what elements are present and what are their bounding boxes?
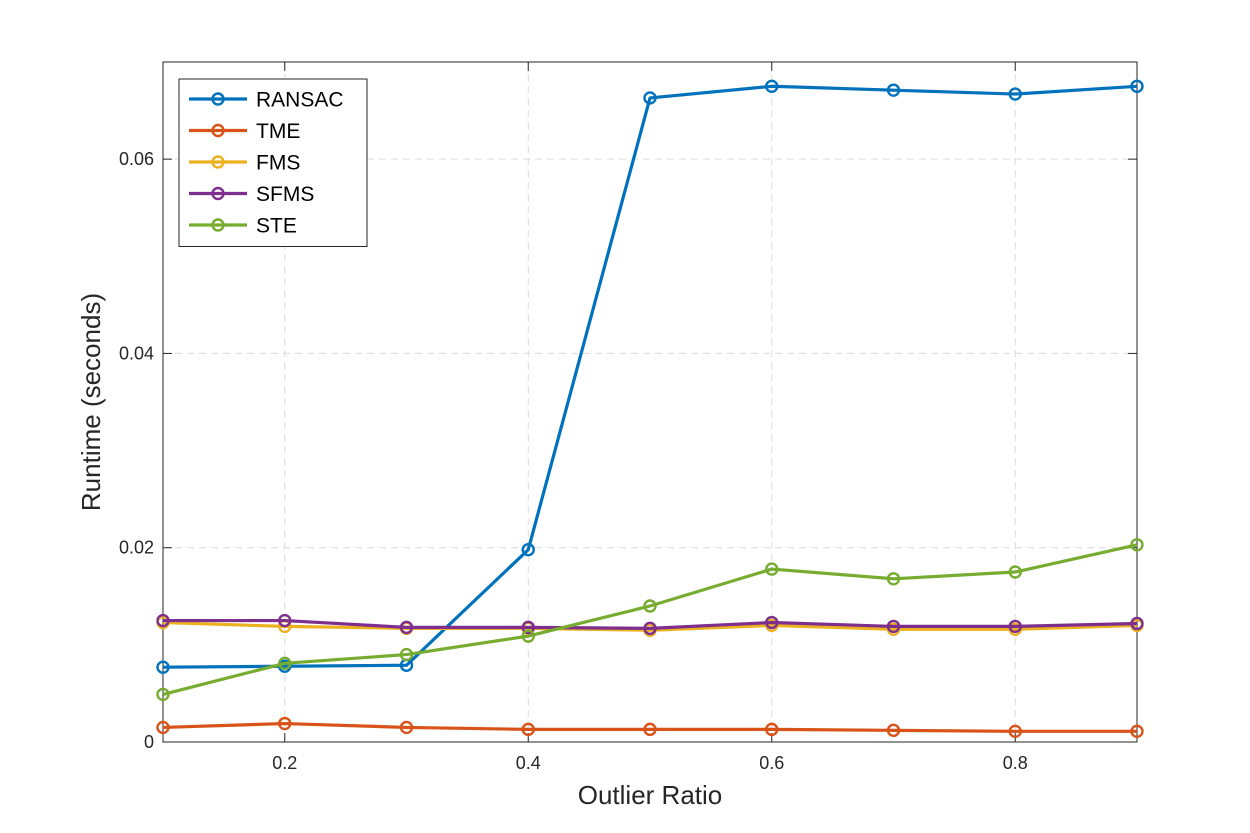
data-point-sfms <box>765 615 779 630</box>
data-point-tme <box>643 722 657 737</box>
legend-swatch-marker <box>211 155 225 169</box>
x-tick-label: 0.8 <box>1003 753 1028 773</box>
data-point-ransac <box>886 83 901 97</box>
data-point-ste <box>399 647 414 662</box>
data-point-sfms <box>278 613 292 628</box>
legend-label: STE <box>256 215 297 238</box>
data-point-ransac <box>1130 79 1144 93</box>
legend-item-sfms: SFMS <box>189 183 314 206</box>
data-point-ransac <box>643 91 657 105</box>
data-point-sfms <box>1008 619 1022 634</box>
data-point-ste <box>521 629 535 643</box>
x-axis-title: Outlier Ratio <box>578 780 723 810</box>
x-tick-label: 0.2 <box>272 753 297 773</box>
data-point-tme <box>156 720 170 735</box>
series-lines <box>156 79 1144 739</box>
data-point-ste <box>278 656 292 671</box>
data-point-ste <box>156 687 170 702</box>
data-point-sfms <box>886 619 901 634</box>
series-sfms <box>156 613 1144 636</box>
legend-swatch-marker <box>211 92 225 106</box>
series-tme <box>156 716 1144 739</box>
data-point-ste <box>643 599 657 613</box>
legend-item-ste: STE <box>189 215 297 238</box>
y-axis-title: Runtime (seconds) <box>76 293 106 511</box>
legend-label: FMS <box>256 152 300 175</box>
legend: RANSAC TME FMS SFMS STE <box>178 78 368 247</box>
x-tick-label: 0.6 <box>759 753 784 773</box>
legend-label: TME <box>256 120 300 143</box>
y-tick-label: 0.04 <box>119 343 154 363</box>
data-point-sfms <box>156 613 170 628</box>
data-point-ste <box>1130 538 1144 552</box>
legend-label: SFMS <box>256 183 314 206</box>
legend-item-fms: FMS <box>189 152 300 175</box>
y-tick-label: 0 <box>144 732 154 752</box>
legend-swatch-marker <box>211 186 225 201</box>
series-line-tme <box>162 721 1137 733</box>
legend-swatch-marker <box>211 123 225 138</box>
series-line-ransac <box>162 84 1138 669</box>
series-line-sfms <box>163 618 1138 630</box>
data-point-sfms <box>1130 616 1144 631</box>
data-point-tme <box>399 720 414 735</box>
data-point-sfms <box>643 621 657 636</box>
data-point-ste <box>886 572 901 586</box>
legend-item-ransac: RANSAC <box>189 89 344 112</box>
data-point-tme <box>278 716 292 731</box>
data-point-tme <box>765 722 779 737</box>
data-point-ransac <box>156 660 170 674</box>
data-point-ransac <box>1008 87 1022 101</box>
plot-frame <box>162 61 1138 743</box>
data-point-ste <box>1008 565 1022 579</box>
data-point-tme <box>886 723 901 738</box>
series-line-fms <box>162 620 1138 632</box>
legend-label: RANSAC <box>256 89 344 112</box>
series-line-ste <box>162 543 1138 696</box>
data-point-ste <box>765 562 779 576</box>
data-point-ransac <box>765 79 779 93</box>
legend-item-tme: TME <box>189 120 300 143</box>
legend-swatch-marker <box>211 218 225 232</box>
axis-ticks: 0.2 0.4 0.6 0.8 0 0.02 0.04 0.06 <box>119 62 1137 773</box>
data-point-tme <box>1130 724 1144 739</box>
data-point-tme <box>1008 724 1022 739</box>
data-point-ransac <box>521 542 535 557</box>
data-point-sfms <box>399 620 414 635</box>
y-tick-label: 0.06 <box>119 149 154 169</box>
series-ste <box>156 538 1144 702</box>
y-tick-label: 0.02 <box>119 538 154 558</box>
data-point-sfms <box>521 620 535 635</box>
x-tick-label: 0.4 <box>516 753 541 773</box>
data-point-tme <box>521 722 535 737</box>
